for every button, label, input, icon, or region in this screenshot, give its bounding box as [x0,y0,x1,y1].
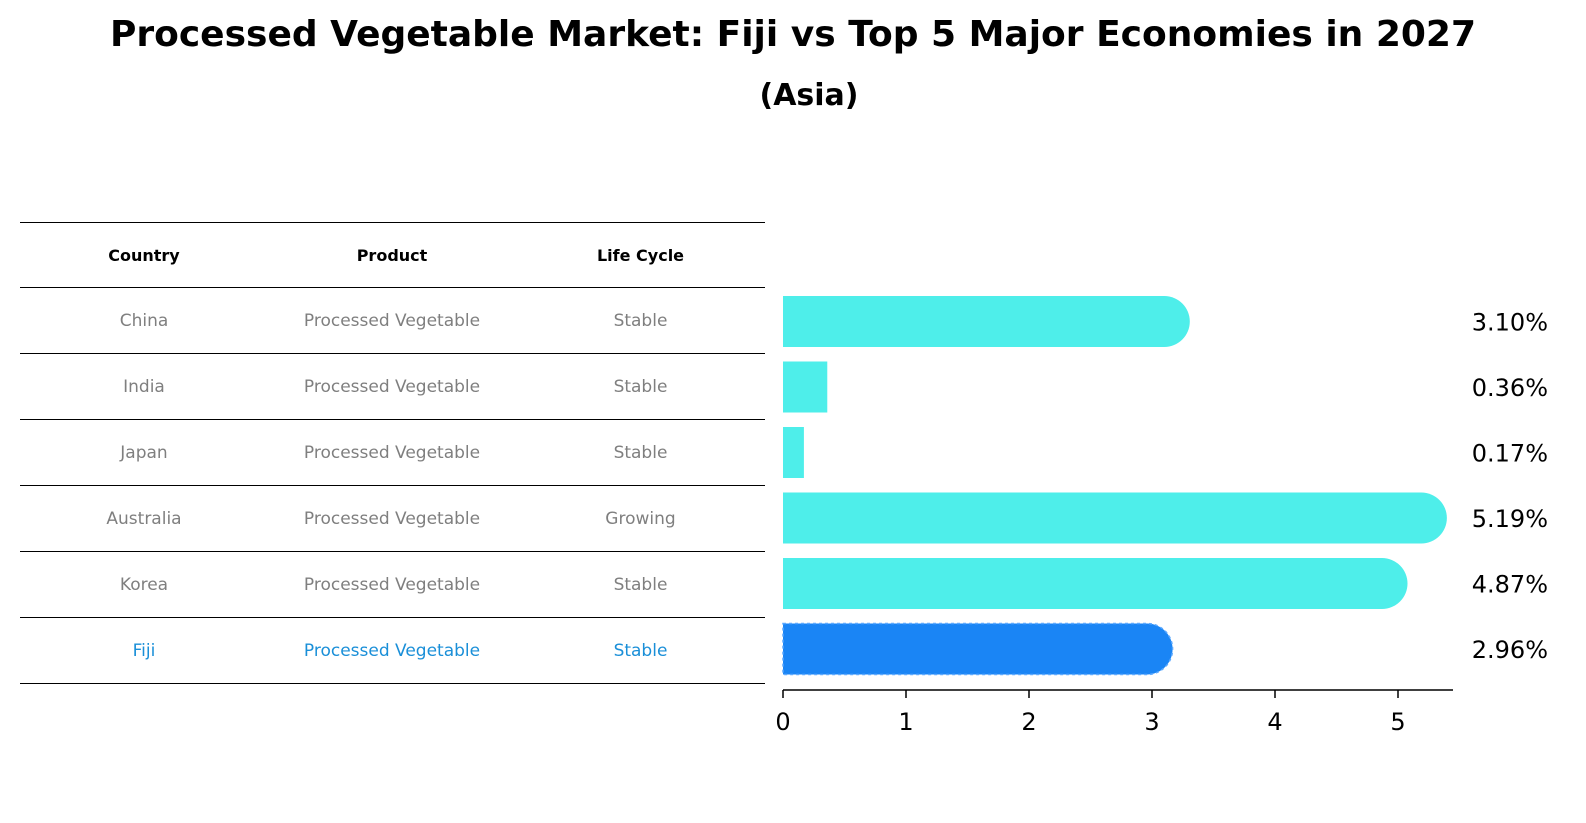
country-cell: China [119,310,169,331]
life-cycle-cell: Stable [613,574,668,595]
table-row: Australia Processed Vegetable Growing [20,486,765,552]
x-tick-label: 1 [898,708,913,736]
x-tick-label: 4 [1267,708,1282,736]
header-life-cycle: Life Cycle [596,245,685,265]
value-label: 4.87% [1472,571,1548,599]
life-cycle-cell: Stable [613,640,668,661]
table-row: Korea Processed Vegetable Stable [20,552,765,618]
product-cell: Processed Vegetable [303,310,481,331]
table-row: India Processed Vegetable Stable [20,354,765,420]
life-cycle-cell: Stable [613,310,668,331]
product-cell: Processed Vegetable [303,640,481,661]
x-tick-label: 0 [775,708,790,736]
value-label: 0.36% [1472,374,1548,402]
value-label: 2.96% [1472,636,1548,664]
country-cell: Australia [106,508,182,529]
value-label: 0.17% [1472,440,1548,468]
bar [783,427,804,478]
bar [783,361,828,413]
bar [783,296,1190,347]
product-cell: Processed Vegetable [303,574,481,595]
country-cell: Korea [119,574,169,595]
table-row: Japan Processed Vegetable Stable [20,420,765,486]
header-product: Product [356,245,428,265]
table-row: China Processed Vegetable Stable [20,288,765,354]
chart-subtitle: (Asia) [759,78,859,113]
bar-highlight [782,622,1174,676]
bar [783,492,1447,544]
x-tick-label: 2 [1021,708,1036,736]
header-country: Country [108,245,180,265]
x-tick-label: 5 [1390,708,1405,736]
value-label: 3.10% [1472,309,1548,337]
table-header-row: Country Product Life Cycle [20,223,765,288]
product-cell: Processed Vegetable [303,376,481,397]
life-cycle-cell: Stable [613,376,668,397]
table-row-highlight: Fiji Processed Vegetable Stable [20,618,765,684]
life-cycle-cell: Stable [613,442,668,463]
x-tick-label: 3 [1144,708,1159,736]
product-cell: Processed Vegetable [303,442,481,463]
country-cell: India [123,376,165,397]
chart-title: Processed Vegetable Market: Fiji vs Top … [109,14,1477,55]
life-cycle-cell: Growing [605,508,676,529]
market-table: Country Product Life Cycle China Process… [20,222,765,684]
bar [783,558,1408,609]
country-cell: Japan [120,442,168,463]
country-cell: Fiji [132,640,156,661]
product-cell: Processed Vegetable [303,508,481,529]
value-label: 5.19% [1472,505,1548,533]
